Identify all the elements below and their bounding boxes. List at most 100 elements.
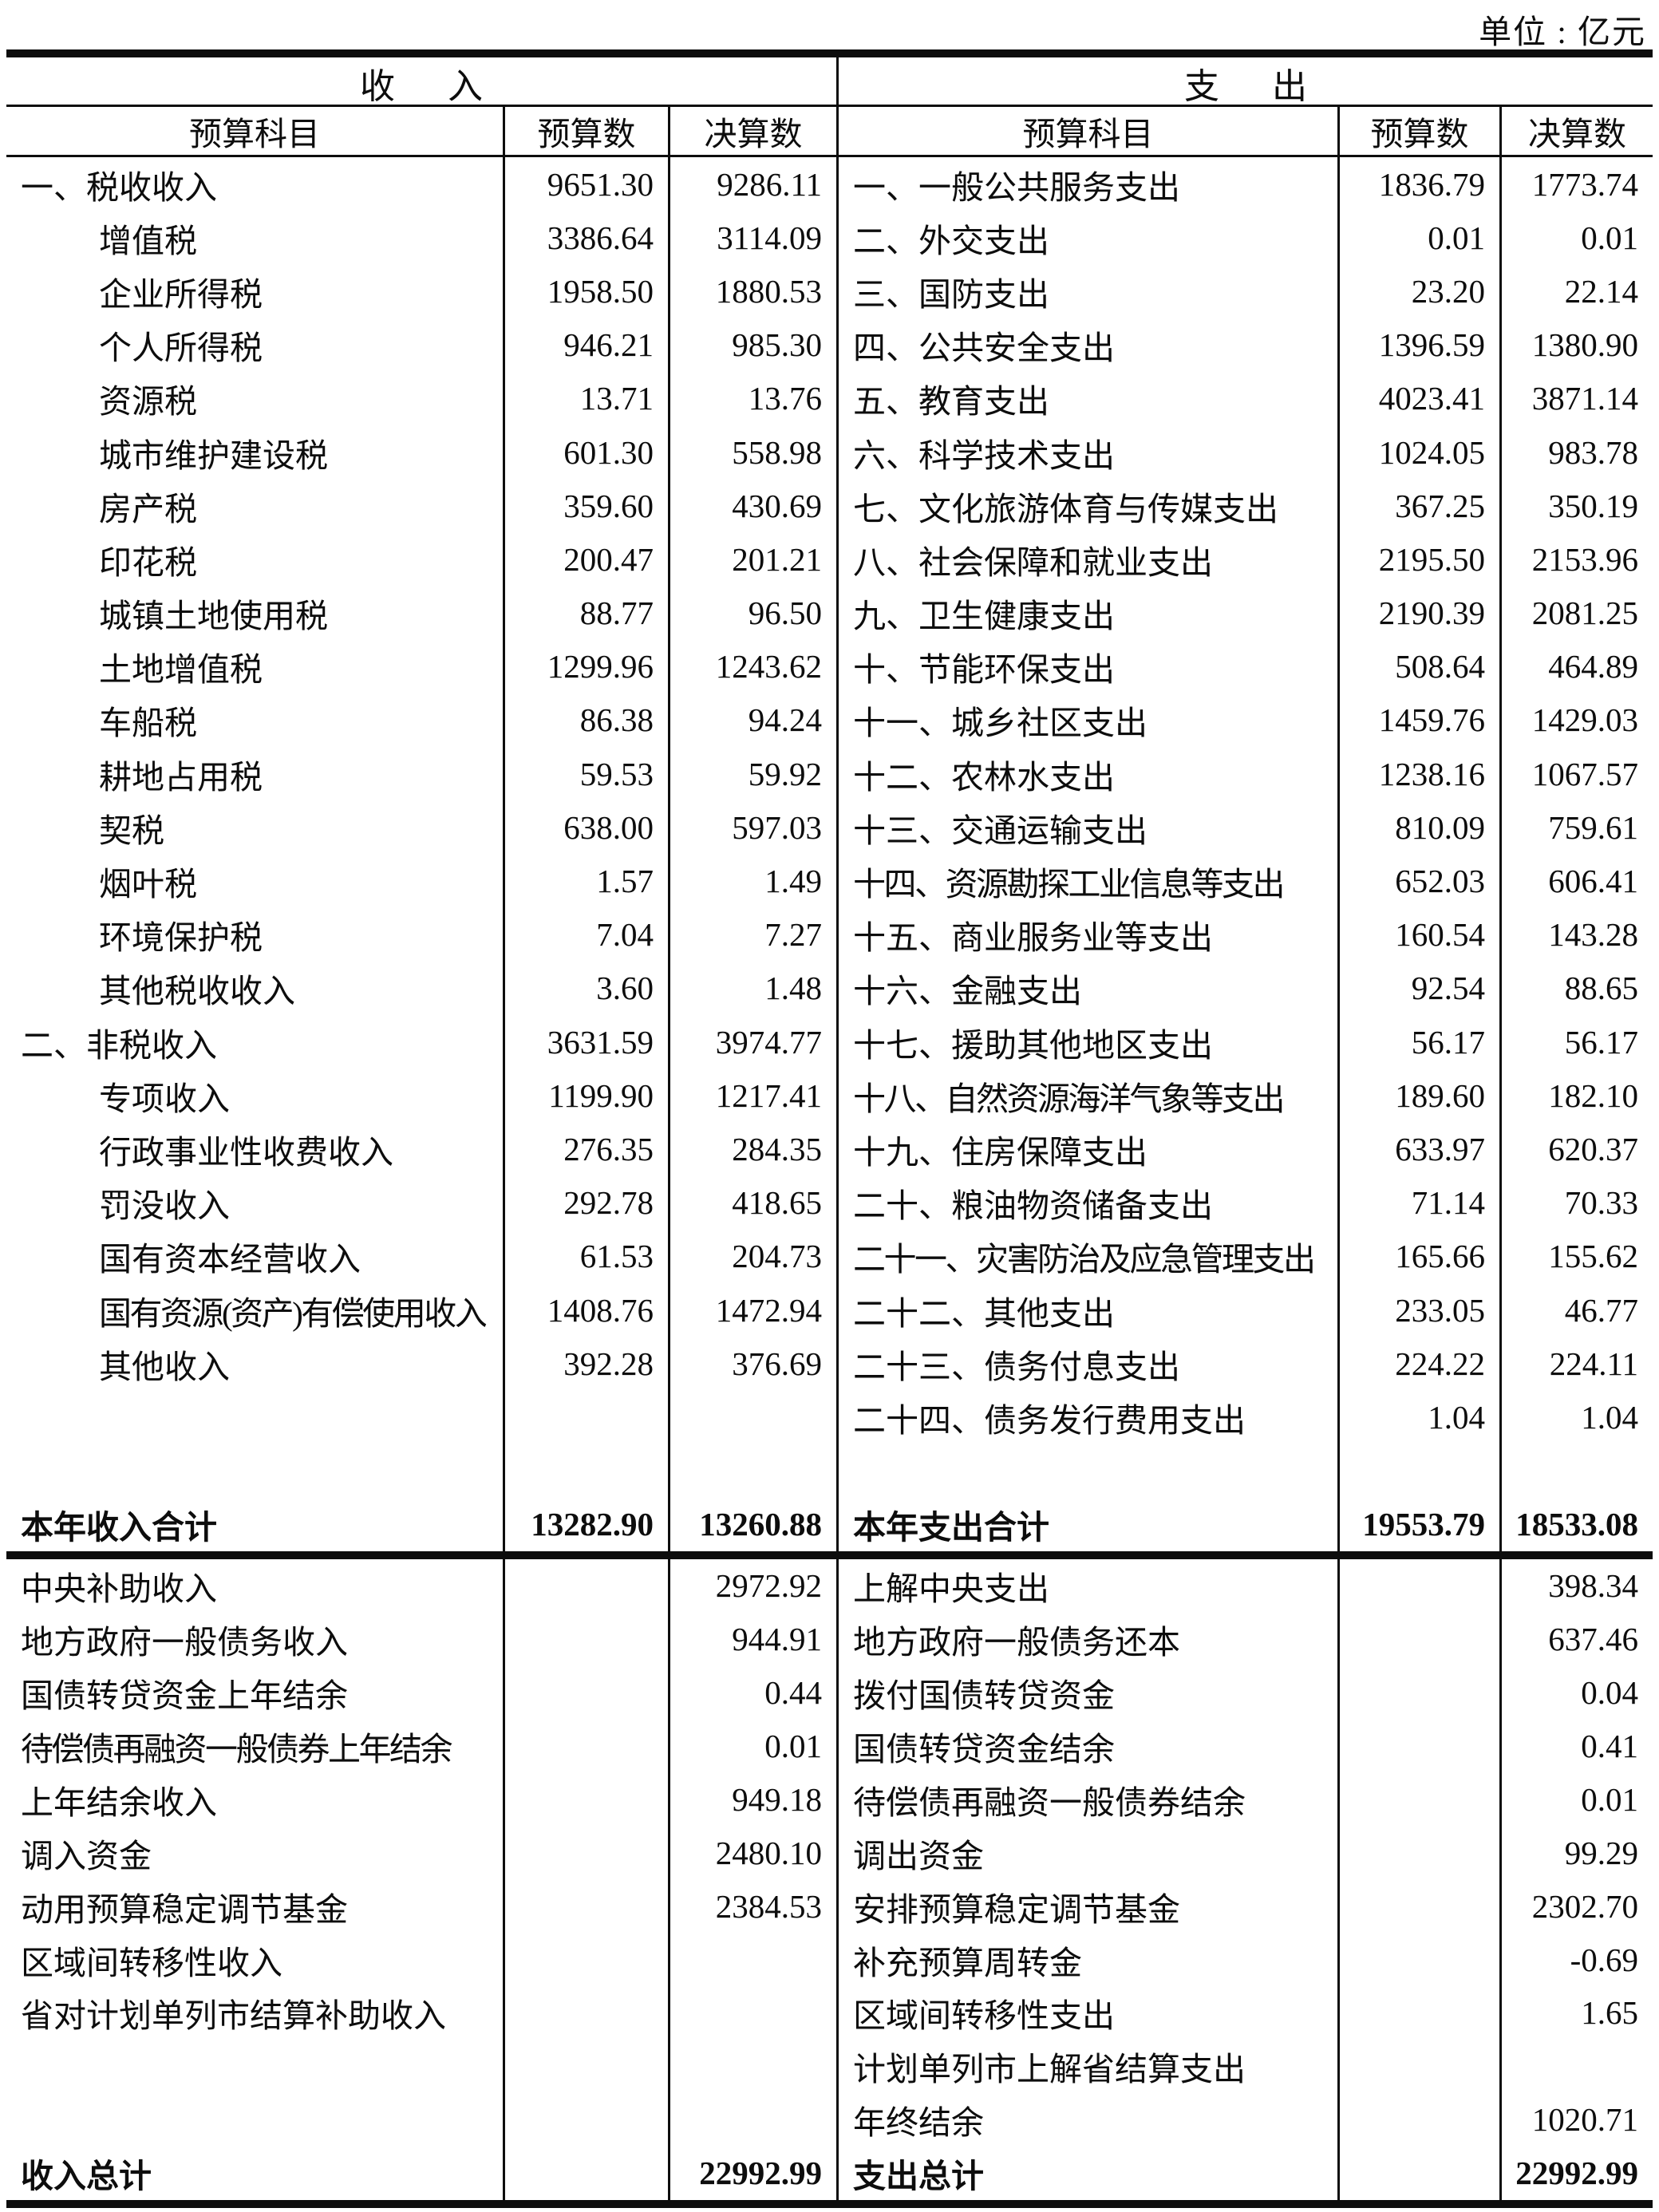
expenditure-final-value: 983.78 [1499, 425, 1653, 480]
income-item-label [6, 2093, 503, 2147]
income-budget-value [503, 2092, 668, 2147]
expenditure-item-label: 五、教育支出 [836, 371, 1337, 425]
income-budget-value: 276.35 [503, 1122, 668, 1176]
income-budget-value: 1199.90 [503, 1068, 668, 1123]
income-budget-value [503, 1390, 668, 1444]
income-final-column-header: 决算数 [668, 107, 836, 155]
expenditure-final-value [1499, 2039, 1653, 2093]
income-budget-value: 7.04 [503, 907, 668, 962]
income-final-value: 13260.88 [668, 1497, 836, 1551]
income-item-label: 车船税 [99, 705, 197, 742]
income-section-title: 收入 [6, 57, 836, 109]
income-final-value: 1243.62 [668, 639, 836, 693]
expenditure-budget-value [1337, 2039, 1499, 2093]
section-title-row: 收入 支出 [6, 57, 1653, 109]
expenditure-budget-value [1337, 1719, 1499, 1773]
income-final-value: 59.92 [668, 747, 836, 801]
expenditure-budget-value: 367.25 [1337, 479, 1499, 533]
expenditure-final-value: 0.01 [1499, 1772, 1653, 1827]
expenditure-budget-value: 165.66 [1337, 1229, 1499, 1283]
income-budget-value: 392.28 [503, 1337, 668, 1391]
income-budget-value: 601.30 [503, 425, 668, 480]
expenditure-budget-value: 56.17 [1337, 1015, 1499, 1069]
expenditure-final-value: 606.41 [1499, 854, 1653, 908]
income-final-value: 2384.53 [668, 1879, 836, 1934]
income-item-label: 一、税收收入 [21, 168, 217, 206]
income-budget-value [503, 1879, 668, 1934]
expenditure-item-label: 七、文化旅游体育与传媒支出 [836, 479, 1337, 533]
income-budget-value: 59.53 [503, 747, 668, 801]
income-budget-value [503, 1826, 668, 1880]
income-final-value: 1.49 [668, 854, 836, 908]
income-item-label: 收入总计 [21, 2158, 152, 2195]
expenditure-item-label: 二十三、债务付息支出 [836, 1337, 1337, 1391]
expenditure-final-value: 46.77 [1499, 1282, 1653, 1337]
expenditure-budget-value: 1836.79 [1337, 157, 1499, 211]
expenditure-budget-value: 0.01 [1337, 211, 1499, 265]
income-budget-value: 638.00 [503, 800, 668, 855]
expenditure-final-value: 2153.96 [1499, 532, 1653, 587]
expenditure-final-value: 224.11 [1499, 1337, 1653, 1391]
expenditure-budget-value [1337, 1558, 1499, 1613]
expenditure-budget-value [1337, 1986, 1499, 2040]
expenditure-item-label: 六、科学技术支出 [836, 425, 1337, 480]
income-item-label: 资源税 [99, 383, 197, 421]
income-budget-value [503, 1444, 668, 1498]
income-final-value: 0.01 [668, 1719, 836, 1773]
expenditure-item-label [836, 1444, 1337, 1498]
income-budget-value [503, 1719, 668, 1773]
expenditure-final-value: 637.46 [1499, 1612, 1653, 1666]
expenditure-budget-value: 23.20 [1337, 264, 1499, 318]
income-item-label: 耕地占用税 [99, 758, 263, 796]
income-final-value: 7.27 [668, 907, 836, 962]
income-final-value: 22992.99 [668, 2146, 836, 2200]
income-item-label: 烟叶税 [99, 866, 197, 903]
expenditure-item-label: 十三、交通运输支出 [836, 800, 1337, 855]
expenditure-item-label: 九、卫生健康支出 [836, 586, 1337, 640]
income-final-value: 9286.11 [668, 157, 836, 211]
expenditure-final-value: 2081.25 [1499, 586, 1653, 640]
expenditure-item-label: 十七、援助其他地区支出 [836, 1015, 1337, 1069]
expenditure-final-value: 0.41 [1499, 1719, 1653, 1773]
income-final-value: 944.91 [668, 1612, 836, 1666]
income-item-label: 契税 [99, 812, 164, 849]
income-budget-value: 61.53 [503, 1229, 668, 1283]
income-final-value: 597.03 [668, 800, 836, 855]
income-item-label: 增值税 [99, 222, 197, 259]
income-final-value: 13.76 [668, 371, 836, 425]
expenditure-budget-value [1337, 1665, 1499, 1720]
expenditure-final-value: 3871.14 [1499, 371, 1653, 425]
income-section-title-text: 收入 [360, 67, 535, 106]
income-final-value: 96.50 [668, 586, 836, 640]
expenditure-final-value: 22.14 [1499, 264, 1653, 318]
expenditure-budget-value: 1.04 [1337, 1390, 1499, 1444]
income-item-label [6, 1444, 503, 1498]
expenditure-budget-value: 2190.39 [1337, 586, 1499, 640]
income-final-value: 1217.41 [668, 1068, 836, 1123]
income-item-label: 行政事业性收费收入 [99, 1133, 393, 1171]
expenditure-item-label: 计划单列市上解省结算支出 [836, 2039, 1337, 2093]
income-final-value: 418.65 [668, 1175, 836, 1230]
expenditure-item-label: 年终结余 [836, 2092, 1337, 2147]
expenditure-budget-value: 1396.59 [1337, 318, 1499, 372]
income-budget-value [503, 1665, 668, 1720]
expenditure-budget-value [1337, 1772, 1499, 1827]
income-budget-value: 1958.50 [503, 264, 668, 318]
income-item-label: 专项收入 [99, 1080, 230, 1117]
expenditure-item-label: 地方政府一般债务还本 [836, 1612, 1337, 1666]
income-item-label: 城市维护建设税 [99, 436, 328, 474]
income-item-label: 中央补助收入 [21, 1570, 217, 1608]
income-final-value [668, 1933, 836, 1986]
income-final-value [668, 1986, 836, 2040]
expenditure-item-label: 本年支出合计 [836, 1497, 1337, 1551]
expenditure-item-label: 上解中央支出 [836, 1558, 1337, 1613]
income-final-value: 985.30 [668, 318, 836, 372]
income-budget-value: 1408.76 [503, 1282, 668, 1337]
income-final-value [668, 1390, 836, 1444]
expenditure-budget-value: 633.97 [1337, 1122, 1499, 1176]
expenditure-budget-value [1337, 1612, 1499, 1666]
expenditure-final-value: 0.01 [1499, 211, 1653, 265]
expenditure-final-value: 1429.03 [1499, 693, 1653, 748]
income-final-value: 430.69 [668, 479, 836, 533]
expenditure-budget-value [1337, 1879, 1499, 1934]
